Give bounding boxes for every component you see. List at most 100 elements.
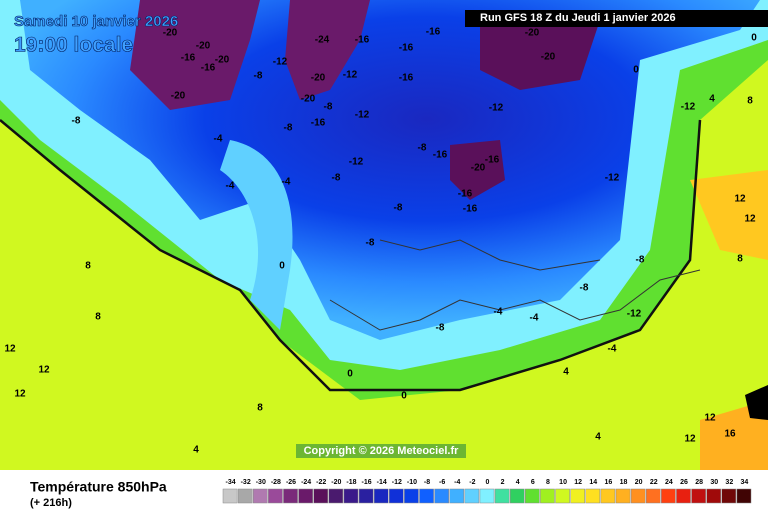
run-info: Run GFS 18 Z du Jeudi 1 janvier 2026	[480, 12, 676, 24]
legend-swatch	[661, 488, 676, 504]
legend-swatch	[555, 488, 570, 504]
contour-label: -20	[301, 94, 316, 105]
legend-swatch	[222, 488, 238, 504]
legend-swatch	[615, 488, 631, 504]
contour-label: -20	[196, 41, 211, 52]
contour-label: 0	[633, 65, 639, 76]
legend-tick-label: -30	[256, 479, 266, 486]
legend-tick-label: 20	[635, 479, 643, 486]
legend-tick-label: 18	[620, 479, 628, 486]
legend-swatch	[676, 488, 691, 504]
legend-tick-label: 2	[501, 479, 505, 486]
contour-label: -16	[201, 63, 216, 74]
contour-label: 8	[95, 312, 101, 323]
legend-swatch	[237, 488, 253, 504]
run-box	[465, 10, 768, 27]
legend-tick-label: -14	[377, 479, 387, 486]
contour-label: 4	[595, 432, 601, 443]
contour-label: -4	[226, 181, 235, 192]
legend-swatch	[389, 488, 404, 504]
legend-tick-label: 28	[695, 479, 703, 486]
legend-swatch	[540, 488, 555, 504]
contour-label: -8	[636, 255, 645, 266]
legend-tick-label: 0	[486, 479, 490, 486]
legend-tick-label: -20	[331, 479, 341, 486]
legend-swatch	[298, 488, 313, 504]
legend-tick-label: -10	[407, 479, 417, 486]
legend-swatch	[645, 488, 661, 504]
contour-label: -20	[541, 52, 556, 63]
legend-tick-label: -12	[392, 479, 402, 486]
legend-tick-label: 16	[605, 479, 613, 486]
legend-swatch	[464, 488, 480, 504]
legend-tick-label: 26	[680, 479, 688, 486]
contour-label: -16	[399, 73, 414, 84]
copyright: Copyright © 2026 Meteociel.fr	[304, 445, 460, 457]
legend-swatch	[479, 488, 495, 504]
legend-swatch	[404, 488, 419, 504]
contour-label: 8	[85, 261, 91, 272]
contour-label: -20	[525, 28, 540, 39]
legend-swatch	[600, 488, 616, 504]
legend-swatch	[358, 488, 374, 504]
contour-label: 12	[4, 344, 16, 355]
contour-label: 8	[737, 254, 743, 265]
contour-label: -8	[332, 173, 341, 184]
contour-label: 8	[257, 403, 263, 414]
contour-label: 12	[14, 389, 26, 400]
legend-swatch	[691, 488, 706, 504]
legend-swatch	[630, 488, 646, 504]
contour-label: -4	[494, 307, 503, 318]
legend-tick-label: -2	[469, 479, 475, 486]
contour-label: -12	[627, 309, 642, 320]
legend-swatch	[736, 488, 752, 504]
contour-label: 4	[563, 367, 569, 378]
contour-label: -12	[349, 157, 364, 168]
legend-swatch	[328, 488, 344, 504]
contour-label: -8	[324, 102, 333, 113]
legend-swatch	[585, 488, 601, 504]
legend-tick-label: 10	[559, 479, 567, 486]
legend-tick-label: -4	[454, 479, 460, 486]
contour-label: -16	[181, 53, 196, 64]
contour-label: -20	[171, 91, 186, 102]
legend-swatch	[509, 488, 525, 504]
legend-tick-label: -6	[439, 479, 445, 486]
contour-label: 0	[279, 261, 285, 272]
legend-subtitle: (+ 216h)	[30, 497, 72, 509]
legend-tick-label: 8	[546, 479, 550, 486]
legend-tick-label: -32	[241, 479, 251, 486]
contour-label: -16	[458, 189, 473, 200]
contour-label: -8	[284, 123, 293, 134]
contour-label: -8	[436, 323, 445, 334]
contour-label: -4	[530, 313, 539, 324]
contour-label: -12	[343, 70, 358, 81]
contour-label: 0	[347, 369, 353, 380]
contour-label: 12	[744, 214, 756, 225]
contour-label: -4	[608, 344, 617, 355]
legend-tick-label: 12	[574, 479, 582, 486]
contour-label: -12	[489, 103, 504, 114]
legend-swatch	[721, 488, 737, 504]
contour-label: -12	[355, 110, 370, 121]
contour-label: -8	[366, 238, 375, 249]
contour-label: -4	[282, 177, 291, 188]
contour-label: -4	[214, 134, 223, 145]
contour-label: 12	[684, 434, 696, 445]
contour-label: -12	[273, 57, 288, 68]
contour-label: -8	[418, 143, 427, 154]
contour-label: -24	[315, 35, 330, 46]
contour-label: -20	[163, 28, 178, 39]
legend-swatch	[449, 488, 465, 504]
contour-label: 0	[751, 33, 757, 44]
contour-label: -12	[681, 102, 696, 113]
legend-tick-label: 6	[531, 479, 535, 486]
legend-tick-label: -22	[316, 479, 326, 486]
legend-swatch	[343, 488, 359, 504]
forecast-time: 19:00 locale	[14, 34, 133, 57]
contour-label: 0	[401, 391, 407, 402]
contour-label: 12	[704, 413, 716, 424]
legend-swatch	[570, 488, 585, 504]
legend-swatch	[494, 488, 510, 504]
